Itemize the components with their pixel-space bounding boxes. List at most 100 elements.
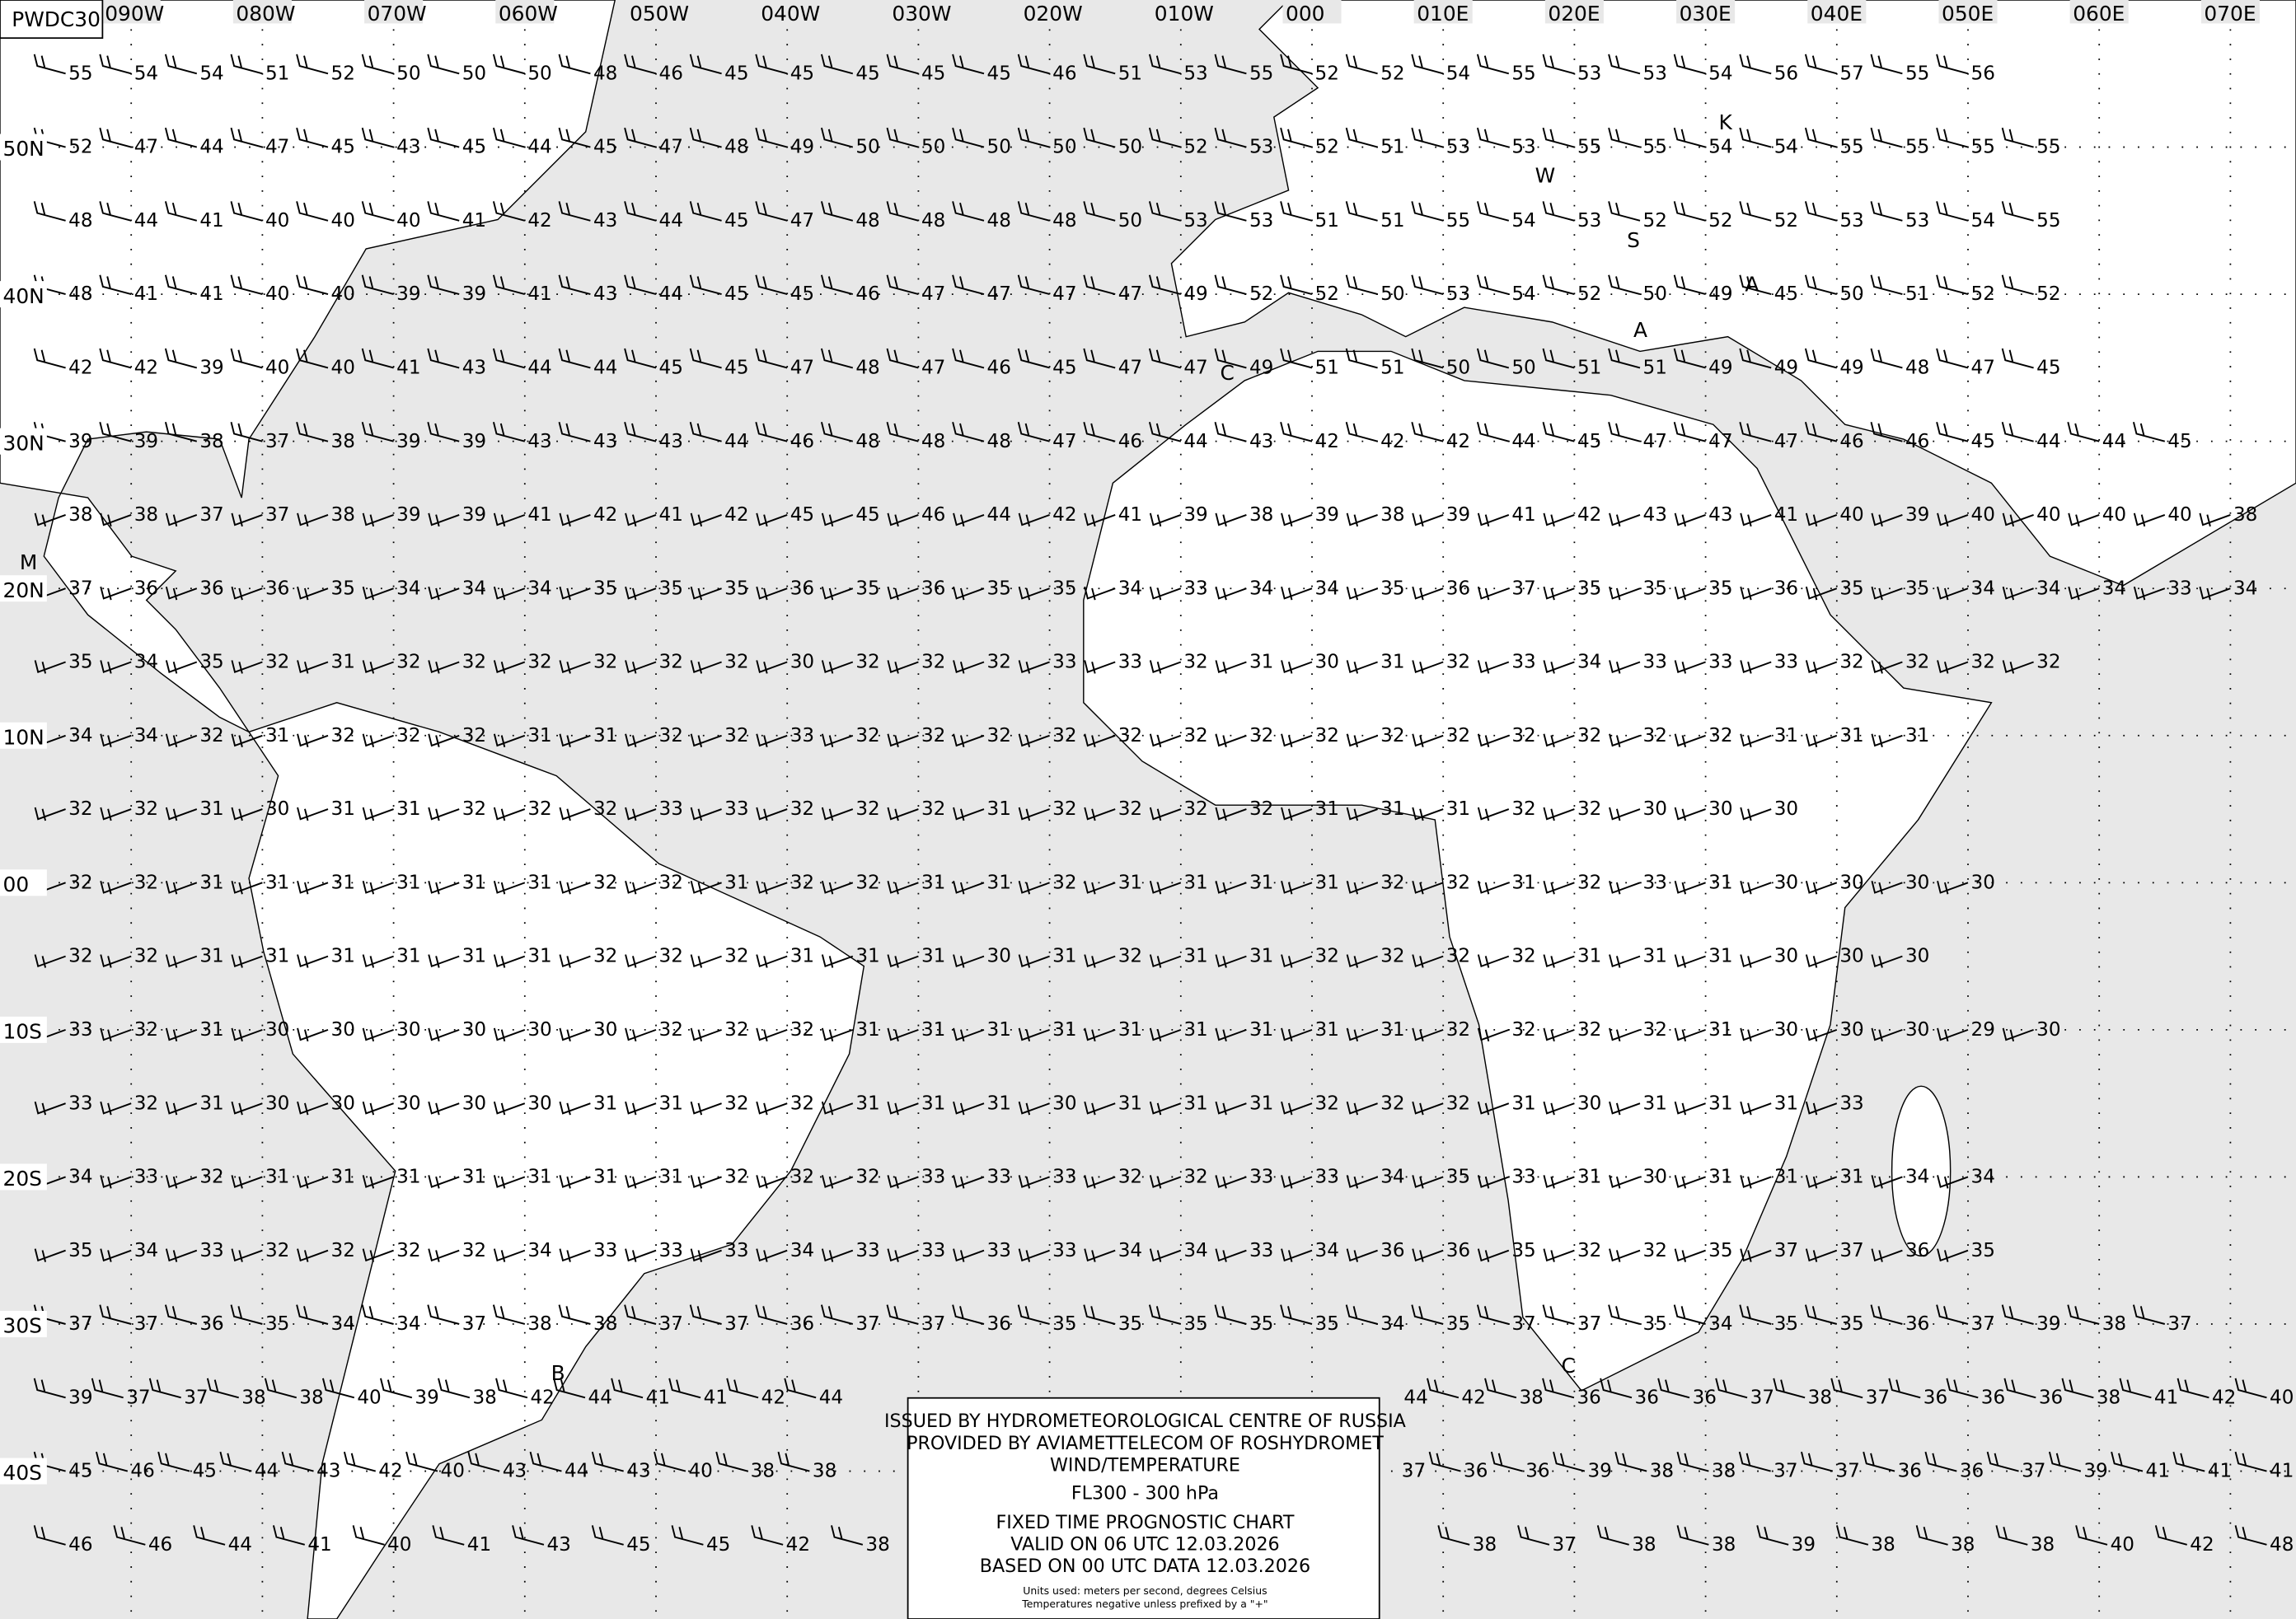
temperature-value: 31: [987, 1093, 1011, 1114]
wind-barb-icon: [1149, 1101, 1182, 1116]
wind-barb-icon: [1674, 1248, 1706, 1262]
wind-barb-icon: [297, 660, 329, 674]
wind-barb-icon: [1083, 127, 1116, 148]
temperature-value: 48: [855, 210, 879, 232]
temperature-value: 31: [265, 946, 289, 967]
wind-barb-icon: [428, 733, 460, 747]
wind-barb-icon: [1215, 1101, 1247, 1116]
temperature-value: 37: [1866, 1387, 1890, 1408]
temperature-value: 47: [790, 357, 814, 378]
wind-barb-icon: [1412, 733, 1444, 747]
wind-barb-icon: [821, 512, 854, 527]
wind-barb-icon: [624, 422, 657, 442]
temperature-value: 43: [1249, 431, 1273, 452]
wind-barb-icon: [1149, 586, 1182, 601]
temperature-value: 32: [921, 652, 945, 673]
wind-barb-icon: [690, 1027, 722, 1042]
temperature-value: 50: [1052, 137, 1076, 158]
temperature-value: 47: [921, 283, 945, 305]
temperature-value: 53: [1446, 283, 1470, 305]
temperature-value: 39: [68, 1387, 92, 1408]
longitude-label: 070W: [368, 2, 427, 26]
wind-barb-icon: [1148, 274, 1182, 296]
wind-barb-icon: [820, 422, 854, 442]
temperature-value: 32: [134, 946, 158, 967]
wind-barb-icon: [689, 274, 722, 296]
wind-barb-icon: [206, 1378, 239, 1399]
temperature-value: 32: [462, 1240, 486, 1261]
wind-barb-icon: [559, 954, 591, 968]
temperature-value: 44: [228, 1534, 252, 1556]
wind-barb-icon: [2132, 1304, 2166, 1325]
wind-barb-icon: [821, 1027, 854, 1042]
wind-barb-icon: [34, 954, 66, 968]
wind-barb-icon: [1215, 733, 1247, 747]
wind-barb-icon: [1739, 348, 1772, 369]
label-bg: [1151, 0, 1211, 24]
wind-barb-icon: [165, 660, 198, 674]
temperature-value: 31: [1708, 1093, 1732, 1114]
longitude-label: 070E: [2204, 2, 2256, 26]
temperature-value: 47: [987, 283, 1011, 305]
wind-barb-icon: [492, 201, 526, 222]
temperature-value: 47: [790, 210, 814, 232]
wind-barb-icon: [1084, 733, 1116, 747]
temperature-value: 37: [1577, 1313, 1601, 1335]
temperature-value: 38: [593, 1313, 617, 1335]
wind-barb-icon: [493, 512, 526, 527]
temperature-value: 38: [2102, 1313, 2126, 1335]
wind-barb-icon: [953, 807, 985, 821]
temperature-value: 39: [1587, 1461, 1611, 1482]
wind-barb-icon: [1084, 807, 1116, 821]
temperature-value: 30: [527, 1093, 551, 1114]
wind-barb-icon: [428, 1027, 460, 1042]
wind-barb-icon: [296, 1304, 329, 1325]
longitude-label: 040E: [1811, 2, 1863, 26]
temperature-value: 32: [1905, 652, 1929, 673]
temperature-value: 34: [2102, 578, 2126, 599]
temperature-value: 45: [659, 357, 683, 378]
temperature-value: 55: [1905, 63, 1929, 84]
label-bg: [2200, 0, 2260, 24]
wind-barb-icon: [113, 1525, 146, 1546]
temperature-value: 52: [68, 137, 92, 158]
wind-barb-icon: [231, 660, 263, 674]
wind-barb-icon: [1740, 660, 1772, 674]
temperature-value: 32: [593, 872, 617, 893]
temperature-value: 45: [193, 1461, 217, 1482]
wind-barb-icon: [1804, 54, 1838, 75]
label-bg: [1413, 0, 1473, 24]
wind-barb-icon: [1477, 512, 1510, 527]
temperature-value: 33: [921, 1167, 945, 1188]
temperature-value: 39: [462, 283, 486, 305]
wind-barb-icon: [820, 348, 854, 369]
temperature-value: 38: [299, 1387, 323, 1408]
temperature-value: 46: [1839, 431, 1863, 452]
wind-barb-icon: [2154, 1525, 2187, 1546]
wind-barb-icon: [1018, 586, 1050, 601]
temperature-value: 41: [2208, 1461, 2232, 1482]
temperature-value: 49: [1839, 357, 1863, 378]
wind-barb-icon: [361, 422, 394, 442]
temperature-value: 43: [1708, 504, 1732, 526]
temperature-value: 41: [704, 1387, 728, 1408]
wind-barb-icon: [231, 954, 263, 968]
wind-barb-icon: [559, 1101, 591, 1116]
wind-barb-icon: [1871, 881, 1903, 895]
temperature-value: 38: [865, 1534, 889, 1556]
wind-barb-icon: [1543, 660, 1575, 674]
temperature-value: 31: [790, 946, 814, 967]
temperature-value: 35: [1183, 1313, 1207, 1335]
wind-barb-icon: [591, 1451, 624, 1472]
temperature-value: 31: [199, 872, 223, 893]
temperature-value: 32: [593, 652, 617, 673]
temperature-value: 30: [1774, 1019, 1798, 1041]
temperature-value: 31: [396, 1167, 420, 1188]
wind-barb-icon: [1477, 660, 1510, 674]
temperature-value: 36: [199, 578, 223, 599]
wind-barb-icon: [1149, 881, 1182, 895]
wind-barb-icon: [100, 1248, 132, 1262]
wind-barb-icon: [164, 348, 198, 369]
wind-barb-icon: [1609, 954, 1641, 968]
temperature-value: 43: [626, 1461, 650, 1482]
